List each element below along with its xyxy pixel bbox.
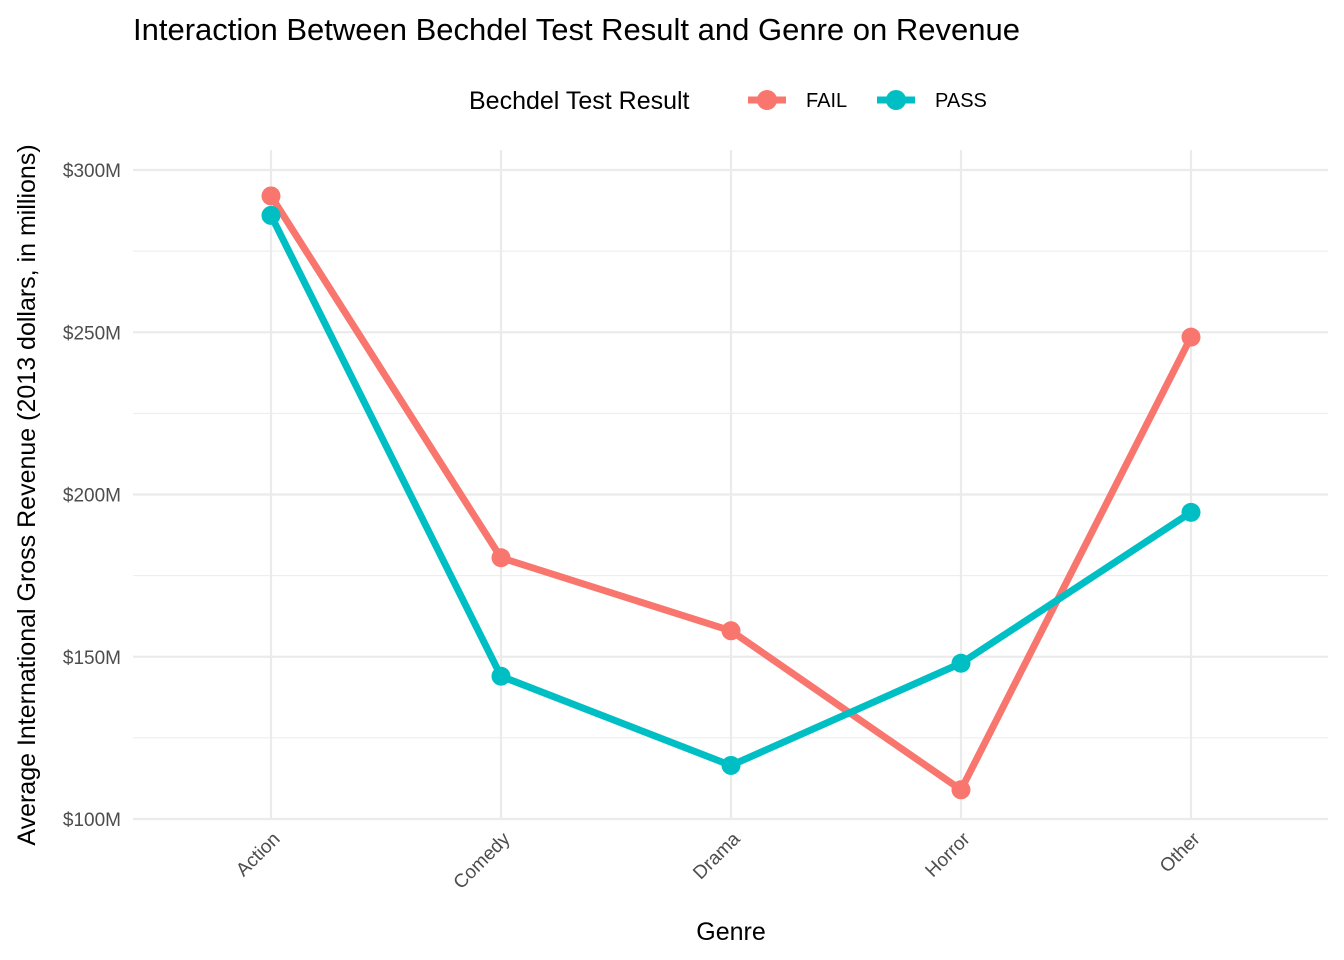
x-tick-label: Comedy <box>450 828 515 893</box>
legend-key-point <box>757 90 777 110</box>
x-axis-tick-labels: Action Comedy Drama Horror Other <box>232 828 1205 893</box>
legend-label: FAIL <box>806 90 847 112</box>
legend-entries: FAIL PASS <box>748 90 987 112</box>
data-point <box>261 186 281 206</box>
y-axis-tick-labels: $100M $150M $200M $250M $300M <box>63 161 121 831</box>
series <box>261 186 1201 800</box>
y-tick-label: $300M <box>63 161 121 182</box>
x-axis-title: Genre <box>696 918 765 946</box>
data-point <box>261 205 281 225</box>
data-point <box>721 621 741 641</box>
data-point <box>491 548 511 568</box>
y-tick-label: $150M <box>63 648 121 669</box>
data-point <box>1181 502 1201 522</box>
x-tick-label: Other <box>1156 828 1205 877</box>
x-tick-label: Drama <box>689 828 744 883</box>
y-tick-label: $250M <box>63 323 121 344</box>
x-tick-label: Horror <box>922 828 975 881</box>
legend-entry-pass: PASS <box>877 90 987 112</box>
data-point <box>951 653 971 673</box>
y-tick-label: $100M <box>63 810 121 831</box>
legend-label: PASS <box>935 90 987 112</box>
y-tick-label: $200M <box>63 486 121 507</box>
legend: Bechdel Test Result FAIL PASS <box>469 87 987 115</box>
chart-title: Interaction Between Bechdel Test Result … <box>133 12 1020 47</box>
grid <box>133 150 1328 821</box>
legend-entry-fail: FAIL <box>748 90 847 112</box>
legend-key-point <box>886 90 906 110</box>
series-pass <box>261 205 1201 775</box>
data-point <box>951 780 971 800</box>
data-point <box>491 666 511 686</box>
data-point <box>721 755 741 775</box>
series-fail <box>261 186 1201 800</box>
x-tick-label: Action <box>232 829 284 881</box>
legend-title: Bechdel Test Result <box>469 87 690 115</box>
y-axis-title: Average International Gross Revenue (201… <box>13 144 41 845</box>
data-point <box>1181 327 1201 347</box>
